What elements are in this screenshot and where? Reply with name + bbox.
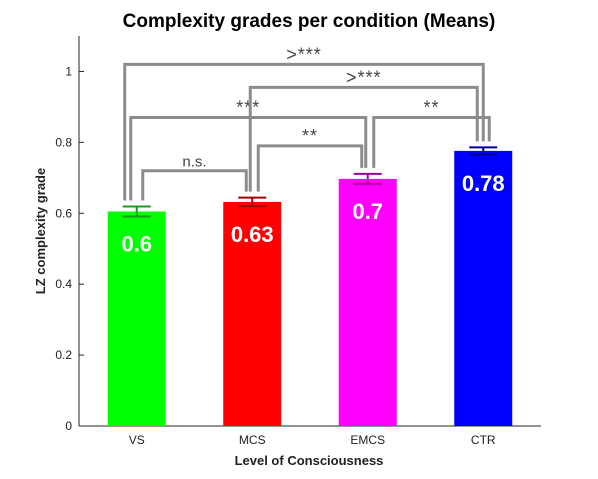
x-tick-label: VS xyxy=(129,433,145,447)
x-tick-label: MCS xyxy=(239,433,266,447)
x-tick-label: EMCS xyxy=(350,433,385,447)
significance-bracket xyxy=(248,85,479,192)
y-tick-label: 0.8 xyxy=(55,135,72,149)
x-axis-label: Level of Consciousness xyxy=(235,453,384,468)
significance-bracket xyxy=(141,169,248,201)
data-label: 0.63 xyxy=(231,222,274,247)
y-axis-label: LZ complexity grade xyxy=(33,168,48,294)
significance-label: n.s. xyxy=(182,154,206,171)
significance-label: >*** xyxy=(346,67,382,87)
y-tick-label: 0 xyxy=(65,419,72,433)
y-tick-label: 0.4 xyxy=(55,277,72,291)
significance-bracket xyxy=(123,62,485,201)
significance-label: >*** xyxy=(286,44,322,64)
chart-title: Complexity grades per condition (Means) xyxy=(123,11,496,32)
data-label: 0.78 xyxy=(462,171,505,196)
significance-label: ** xyxy=(423,98,439,118)
significance-brackets: n.s.*******>***>*** xyxy=(123,44,491,201)
significance-bracket xyxy=(372,116,491,168)
x-tick-label: CTR xyxy=(471,433,496,447)
bar xyxy=(107,211,166,426)
bar xyxy=(454,150,513,426)
significance-bracket xyxy=(129,116,368,201)
bar xyxy=(338,178,397,426)
y-tick-label: 1 xyxy=(65,64,72,78)
data-label: 0.7 xyxy=(352,199,383,224)
y-tick-label: 0.2 xyxy=(55,348,72,362)
y-tick-label: 0.6 xyxy=(55,206,72,220)
axes: 0 0.2 0.4 0.6 0.8 1 VS MCS EMCS CTR xyxy=(55,36,541,447)
significance-label: *** xyxy=(236,98,260,118)
data-label: 0.6 xyxy=(121,232,152,257)
bar xyxy=(223,201,282,426)
significance-bracket xyxy=(256,144,364,192)
significance-label: ** xyxy=(302,126,318,146)
bars: 0.6 0.63 0.7 0.78 xyxy=(107,146,513,426)
